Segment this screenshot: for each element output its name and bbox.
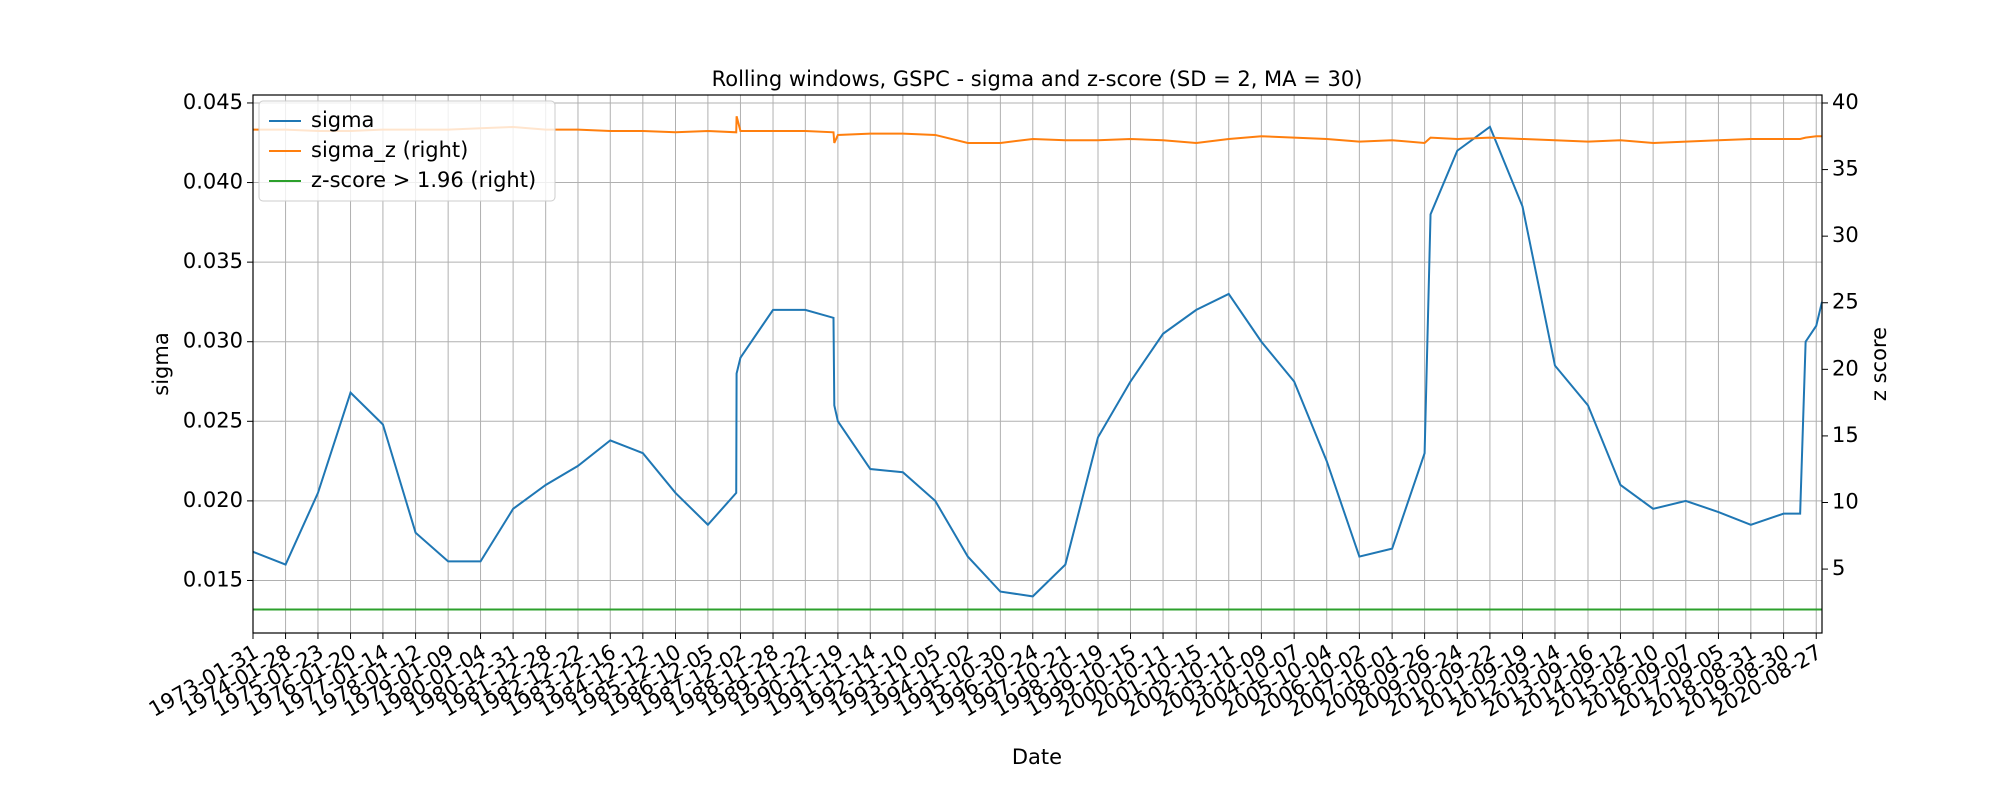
y2-tick-label: 20 (1832, 356, 1859, 380)
y2-tick-label: 30 (1832, 223, 1859, 247)
y2-tick-label: 15 (1832, 423, 1859, 447)
y2-tick-label: 10 (1832, 489, 1859, 513)
y-tick-label: 0.015 (183, 567, 243, 591)
y2-tick-label: 25 (1832, 290, 1859, 314)
legend-box (258, 100, 556, 202)
y-tick-label: 0.030 (183, 329, 243, 353)
y-tick-label: 0.020 (183, 488, 243, 512)
y-tick-label: 0.035 (183, 249, 243, 273)
plot-frame (252, 94, 1823, 634)
chart-title: Rolling windows, GSPC - sigma and z-scor… (712, 67, 1363, 91)
legend-label: sigma (311, 108, 374, 132)
series-line (253, 116, 1822, 144)
y2-tick-label: 35 (1832, 157, 1859, 181)
legend-label: sigma_z (right) (311, 138, 468, 163)
legend-label: z-score > 1.96 (right) (311, 168, 536, 192)
y2-tick-label: 40 (1832, 90, 1859, 114)
series-line (252, 125, 1823, 598)
y2-tick-label: 5 (1832, 556, 1845, 580)
y-tick-label: 0.040 (183, 170, 243, 194)
y-axis-label: sigma (149, 332, 173, 395)
y-tick-label: 0.045 (183, 90, 243, 114)
y2-axis-label: z score (1867, 327, 1891, 401)
x-axis-label: Date (1012, 745, 1062, 769)
y-tick-label: 0.025 (183, 408, 243, 432)
